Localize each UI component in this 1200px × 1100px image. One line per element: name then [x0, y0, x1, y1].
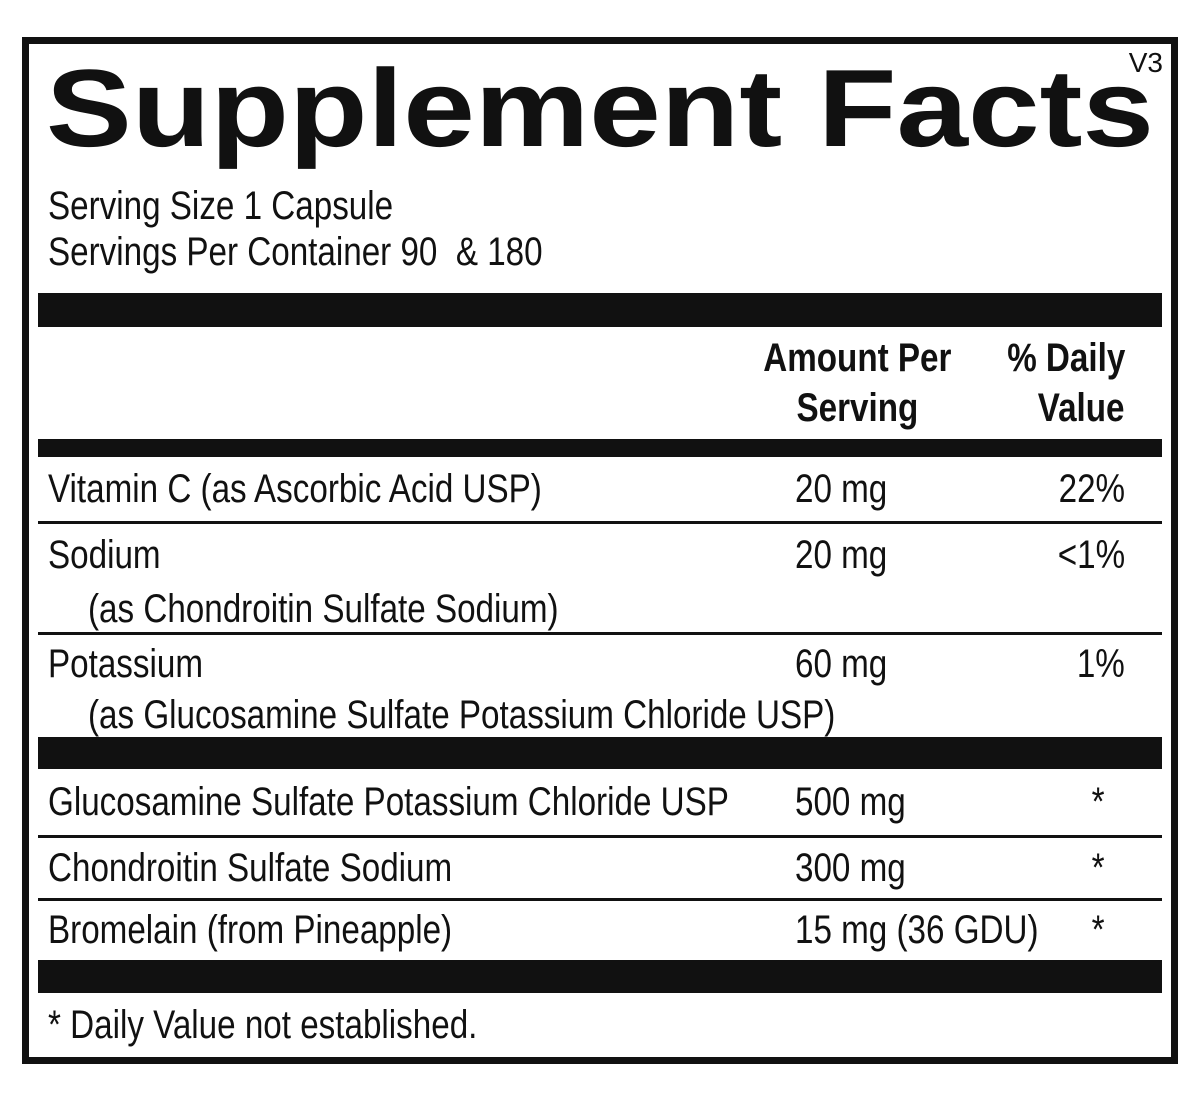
- table-row: Sodium 20 mg <1%: [29, 524, 1171, 586]
- serving-size-text: Serving Size 1 Capsule: [48, 184, 394, 228]
- ingredient-name: Potassium: [48, 641, 204, 686]
- ingredient-daily-value: 1%: [1077, 641, 1125, 686]
- ingredient-name: Chondroitin Sulfate Sodium: [48, 845, 453, 890]
- section-bar-bottom: [38, 960, 1162, 993]
- panel-title: Supplement Facts: [46, 58, 1154, 170]
- table-row: Glucosamine Sulfate Potassium Chloride U…: [29, 769, 1171, 835]
- table-row: Potassium 60 mg 1%: [29, 635, 1171, 693]
- row-divider: [38, 632, 1162, 635]
- ingredient-amount: 60 mg: [795, 641, 888, 686]
- ingredient-daily-value: *: [1092, 908, 1105, 952]
- row-divider: [38, 835, 1162, 838]
- ingredient-name: Glucosamine Sulfate Potassium Chloride U…: [48, 779, 729, 824]
- ingredient-source-note: (as Glucosamine Sulfate Potassium Chlori…: [29, 693, 1171, 737]
- amount-per-serving-header: Amount Per Serving: [665, 333, 975, 433]
- ingredient-name: Bromelain (from Pineapple): [48, 908, 453, 952]
- servings-per-container-text: Servings Per Container 90 & 180: [48, 230, 543, 274]
- dv-header-line2: Value: [1038, 386, 1125, 430]
- header-divider-bar: [38, 439, 1162, 457]
- ingredient-amount: 20 mg: [795, 532, 888, 577]
- ingredient-amount: 300 mg: [795, 845, 906, 890]
- ingredient-amount: 15 mg (36 GDU): [795, 908, 1039, 952]
- title-graphic: Supplement Facts: [46, 58, 1154, 170]
- section-bar-middle: [38, 737, 1162, 769]
- ingredient-name: Sodium: [48, 532, 161, 577]
- ingredient-source-text: (as Glucosamine Sulfate Potassium Chlori…: [88, 692, 836, 737]
- ingredient-daily-value: *: [1092, 845, 1105, 890]
- percent-daily-value-header: % Daily Value: [975, 333, 1125, 433]
- table-row: Bromelain (from Pineapple) 15 mg (36 GDU…: [29, 901, 1171, 960]
- ingredient-daily-value: *: [1092, 779, 1105, 824]
- ingredient-daily-value: 22%: [1058, 466, 1125, 511]
- servings-per-container-line: Servings Per Container 90 & 180: [29, 229, 1171, 275]
- version-tag: V3: [1128, 47, 1163, 78]
- amount-header-line2: Serving: [796, 386, 918, 430]
- ingredient-amount: 20 mg: [795, 466, 888, 511]
- row-divider: [38, 521, 1162, 524]
- ingredient-source-note: (as Chondroitin Sulfate Sodium): [29, 586, 1171, 632]
- footnote-row: * Daily Value not established.: [29, 993, 1171, 1057]
- ingredient-name: Vitamin C (as Ascorbic Acid USP): [48, 466, 542, 511]
- footnote-text: * Daily Value not established.: [48, 1002, 478, 1047]
- section-bar-top: [38, 293, 1162, 327]
- ingredient-amount: 500 mg: [795, 779, 906, 824]
- ingredient-daily-value: <1%: [1057, 532, 1125, 577]
- dv-header-line1: % Daily: [1006, 336, 1125, 380]
- row-divider: [38, 898, 1162, 901]
- table-row: Chondroitin Sulfate Sodium 300 mg *: [29, 838, 1171, 898]
- supplement-facts-panel: V3 Supplement Facts Serving Size 1 Capsu…: [22, 37, 1178, 1064]
- amount-header-line1: Amount Per: [762, 336, 952, 380]
- serving-size-line: Serving Size 1 Capsule: [29, 183, 1171, 229]
- column-header-row: Amount Per Serving % Daily Value: [29, 333, 1171, 433]
- table-row: Vitamin C (as Ascorbic Acid USP) 20 mg 2…: [29, 457, 1171, 521]
- ingredient-source-text: (as Chondroitin Sulfate Sodium): [88, 586, 559, 631]
